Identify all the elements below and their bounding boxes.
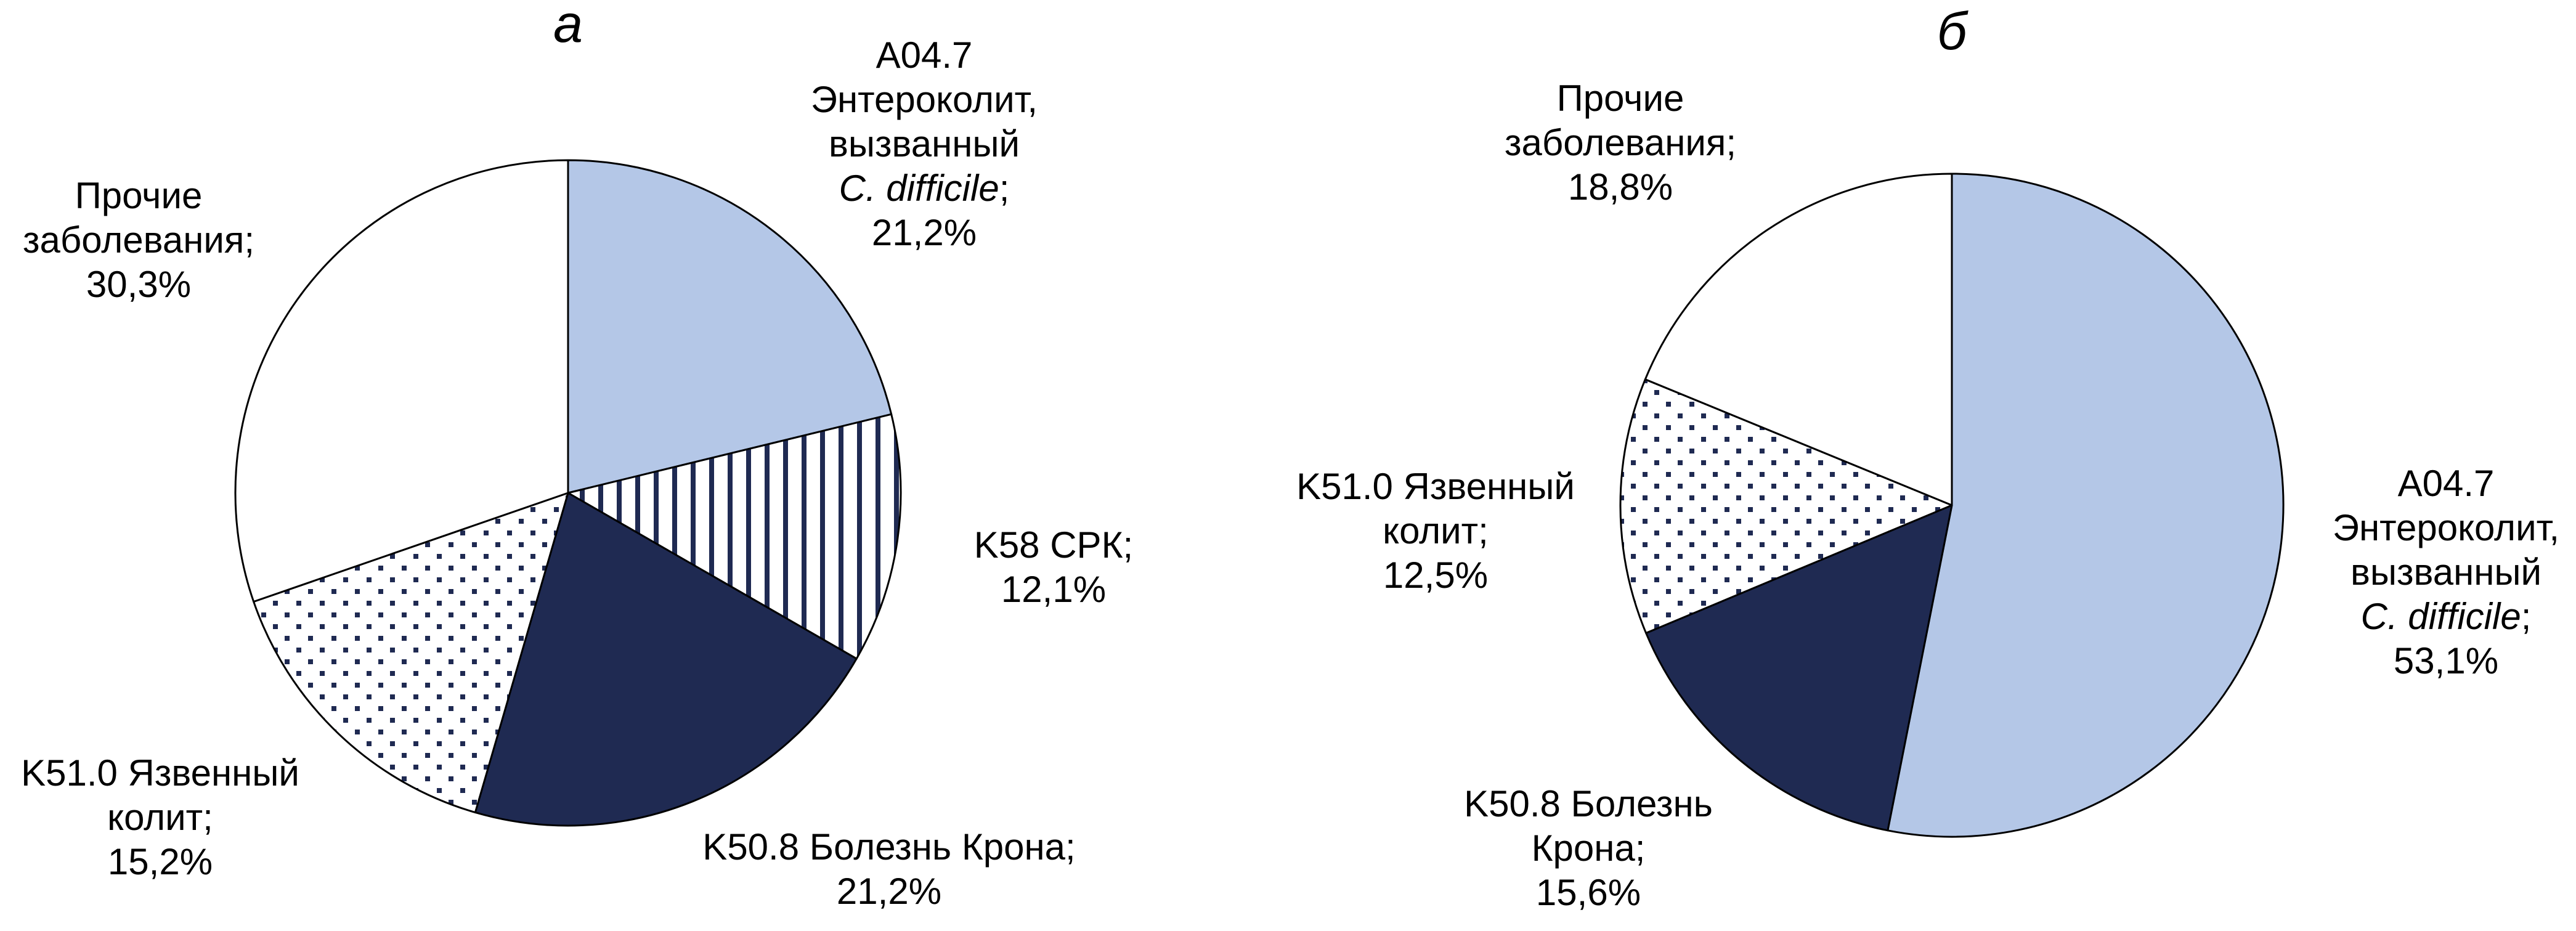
slice-label-line: Крона; — [1532, 827, 1646, 869]
slice-label: K51.0 Язвенный колит; 15,2% — [21, 752, 299, 882]
slice-label-line: 15,6% — [1536, 872, 1641, 913]
pie-slice — [1644, 173, 1953, 506]
slice-label-line: K50.8 Болезнь — [1464, 783, 1713, 824]
slice-label-line: 12,1% — [1001, 569, 1106, 610]
slice-label: K51.0 Язвенный колит; 12,5% — [1296, 466, 1575, 596]
slice-label-line: 21,2% — [837, 871, 941, 912]
pie-slice — [1887, 173, 2285, 838]
panel-a-label: а — [553, 0, 583, 54]
pie-slice — [474, 492, 858, 827]
slice-label: A04.7 Энтероколит, вызванный C. difficile; 5… — [2333, 463, 2559, 681]
label-punctuation: ; — [999, 168, 1010, 209]
pie-slice — [567, 413, 902, 660]
slice-label-line: Энтероколит, — [811, 79, 1038, 120]
pie-slice — [234, 159, 569, 603]
slice-label-line: вызванный — [829, 123, 1020, 165]
slice-label-line: Прочие — [75, 175, 203, 216]
slice-label-line: K51.0 Язвенный — [21, 752, 299, 794]
slice-label-line: 21,2% — [872, 212, 977, 253]
slice-label-line: 18,8% — [1568, 166, 1673, 208]
slice-label-line: Энтероколит, — [2333, 507, 2559, 548]
slice-label-line: колит; — [107, 797, 213, 838]
slice-label-line: вызванный — [2350, 551, 2541, 593]
slice-label-line: заболевания; — [23, 219, 254, 261]
slice-label: Прочие заболевания; 30,3% — [23, 175, 254, 305]
panel-b-label: б — [1937, 2, 1969, 61]
pie-slice — [1619, 378, 1953, 634]
species-name: C. difficile — [2361, 596, 2521, 637]
slice-label: A04.7 Энтероколит, вызванный C. difficile; 2… — [811, 35, 1038, 253]
slice-label-line: 12,5% — [1383, 555, 1488, 596]
pie-chart-a: A04.7 Энтероколит, вызванный C. difficile; 2… — [21, 35, 1133, 912]
slice-label-line: заболевания; — [1505, 122, 1736, 163]
slice-label: K50.8 Болезнь Крона; 21,2% — [702, 826, 1075, 912]
slice-label: K58 СРК; 12,1% — [974, 524, 1133, 610]
slice-label-line: K58 СРК; — [974, 524, 1133, 566]
pie-slice — [1645, 504, 1953, 832]
slice-label-line: A04.7 — [876, 35, 973, 76]
slice-label-line: A04.7 — [2398, 463, 2495, 504]
slice-label-line: 53,1% — [2394, 640, 2498, 681]
slice-label-line: C. difficile; — [2361, 596, 2532, 637]
pie-slice — [253, 492, 569, 814]
slice-label: Прочие заболевания; 18,8% — [1505, 78, 1736, 208]
label-punctuation: ; — [2521, 596, 2532, 637]
slice-label-line: K50.8 Болезнь Крона; — [702, 826, 1075, 868]
slice-label: K50.8 Болезнь Крона; 15,6% — [1464, 783, 1713, 913]
slice-label-line: C. difficile; — [839, 168, 1010, 209]
species-name: C. difficile — [839, 168, 999, 209]
slice-label-line: 30,3% — [86, 264, 191, 305]
slice-label-line: Прочие — [1557, 78, 1684, 119]
slice-label-line: 15,2% — [108, 841, 213, 882]
pie-chart-b: A04.7 Энтероколит, вызванный C. difficile; 5… — [1296, 78, 2559, 913]
pie-slice — [567, 159, 893, 494]
slice-label-line: колит; — [1383, 510, 1489, 551]
slice-label-line: K51.0 Язвенный — [1296, 466, 1575, 507]
